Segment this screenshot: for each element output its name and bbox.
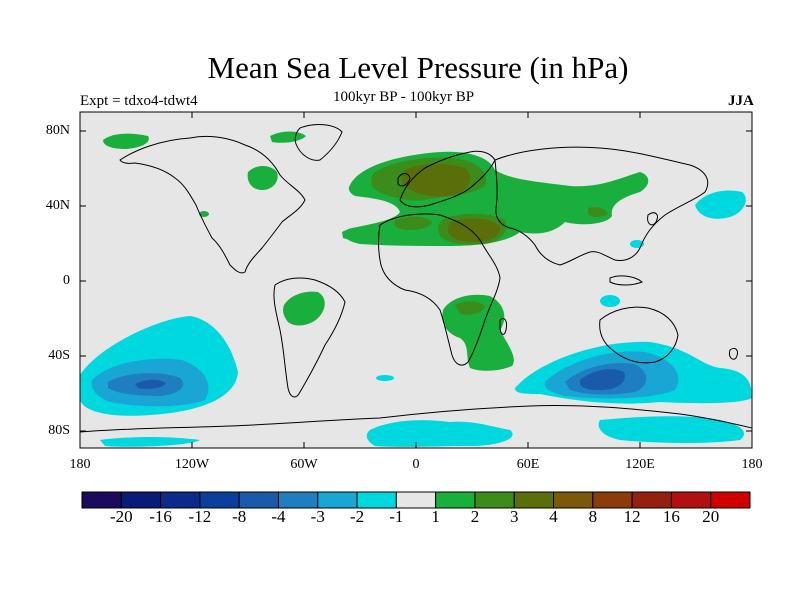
coast-japan [647,212,658,226]
lon-tick-60e: 60E [516,457,540,472]
contour-north-pacific-m1 [695,190,746,219]
lon-tick-180e: 180 [741,457,763,472]
colorbar-label: -16 [149,507,172,526]
colorbar-swatch-14 [631,491,672,509]
lon-tick-180w: 180 [69,457,91,472]
lon-tick-120e: 120E [625,457,655,472]
colorbar-swatch-4 [238,491,279,509]
colorbar-swatch-6 [317,491,358,509]
colorbar-label: 2 [470,507,480,526]
contour-mideast-p3 [447,218,501,242]
coast-greenland [294,124,343,161]
coast-uk [397,173,411,187]
contour-south-indian-m4 [579,369,625,390]
coast-asia [494,146,709,266]
colorbar-swatch-12 [553,491,594,509]
colorbar-swatch-13 [592,491,633,509]
contour-nw-pacific-small [199,211,209,217]
contour-alaska-p1 [103,133,149,149]
contour-north-africa-west [342,229,362,240]
experiment-label: Expt = tdxo4-tdwt4 [80,93,198,109]
chart-title: Mean Sea Level Pressure (in hPa) [207,50,629,85]
colorbar-label: 20 [702,507,720,526]
coast-south-america [273,277,346,398]
colorbar-label: -20 [109,507,133,526]
colorbar-swatch-7 [356,491,397,509]
contour-antarctic-m1c [100,437,200,447]
lat-tick-80s: 80S [48,423,70,438]
lat-tick-0: 0 [63,273,70,288]
contour-greenland-p1 [270,131,306,143]
contour-s-america-p1 [283,291,325,326]
lat-tick-40s: 40S [48,348,70,363]
anomaly-contours [80,131,752,447]
contour-europe-p3 [401,164,471,197]
colorbar-swatch-9 [435,491,476,509]
coastlines [80,124,752,433]
colorbar-label: -3 [310,507,325,526]
contour-antarctic-m1 [366,420,513,447]
colorbar-swatch-16 [710,491,751,509]
lon-tick-60w: 60W [290,457,318,472]
colorbar-label: 1 [431,507,440,526]
colorbar-swatch-15 [670,491,712,509]
contour-canada-p1 [247,166,278,190]
contour-asia-p2 [588,207,608,217]
lon-tick-0: 0 [412,457,420,472]
contour-indian-small [600,295,620,307]
lat-tick-40n: 40N [45,198,70,213]
colorbar-label: 16 [662,507,680,526]
colorbar-label: 4 [549,507,558,526]
colorbar-swatch-3 [199,491,240,509]
colorbar-label: -2 [349,507,365,526]
colorbar-label: -1 [389,507,404,526]
contour-nafrica-p2 [394,216,432,230]
colorbar-label: -8 [232,507,247,526]
contour-antarctic-m1b [598,416,744,443]
contour-south-atlantic-small [376,375,394,381]
colorbar-swatch-8 [395,491,437,509]
contour-south-pacific-m4 [135,379,166,389]
chart-subtitle: 100kyr BP - 100kyr BP [333,89,475,105]
colorbar-label: 3 [509,507,519,526]
coast-madagascar [499,317,507,335]
lon-tick-120w: 120W [174,457,210,472]
coast-indonesia [609,275,643,286]
coast-nz [729,347,738,360]
season-label: JJA [728,93,754,109]
colorbar-label: -12 [188,507,212,526]
colorbar-label: -4 [271,507,286,526]
colorbar [81,491,751,509]
colorbar-swatch-5 [277,491,319,509]
colorbar-swatch-10 [474,491,515,509]
coast-australia [599,306,679,364]
axis-ticks [80,112,752,448]
coast-africa [378,213,501,366]
lat-tick-80n: 80N [45,123,70,138]
colorbar-swatch-11 [513,491,555,509]
colorbar-swatch-1 [120,491,162,509]
colorbar-swatch-0 [81,491,122,509]
contour-s-africa-p2 [455,301,485,315]
colorbar-label: 12 [623,507,641,526]
colorbar-swatch-2 [160,491,201,509]
coast-antarctica [80,404,752,433]
colorbar-label: 8 [588,507,598,526]
coast-north-america [119,135,306,274]
